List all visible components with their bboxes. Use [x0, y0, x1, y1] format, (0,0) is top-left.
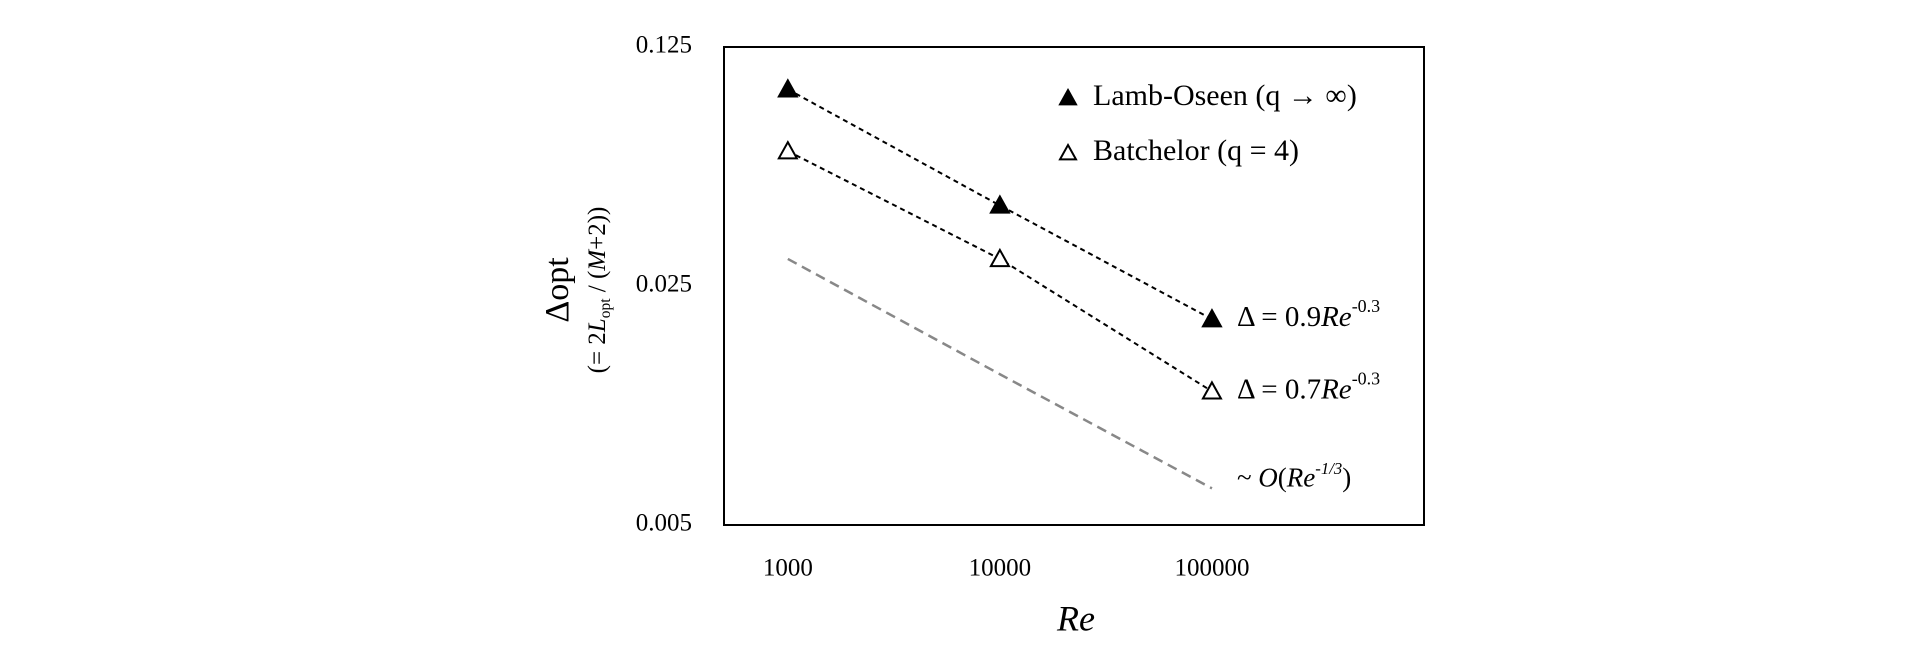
fit-label: ~ O(Re-1/3)	[1237, 459, 1351, 493]
plot-frame	[723, 46, 1425, 526]
label-part: (	[1278, 463, 1287, 493]
x-tick-label: 100000	[1174, 555, 1249, 582]
data-point	[777, 78, 799, 98]
label-part: Δ = 0.9	[1237, 301, 1321, 333]
label-part: O	[1258, 463, 1278, 493]
label-part: )	[1342, 463, 1351, 493]
data-point	[1201, 380, 1223, 400]
x-tick-label: 10000	[969, 555, 1032, 582]
y-axis-label: Δopt	[539, 257, 576, 323]
label-part: Re	[1286, 463, 1315, 493]
label-part: -1/3	[1315, 459, 1342, 478]
label-part: opt	[597, 298, 614, 319]
fit-line	[787, 150, 1213, 393]
data-point	[1201, 308, 1223, 328]
y-axis-note: (= 2Lopt / (M+2))	[584, 207, 614, 374]
y-tick-label: 0.025	[636, 271, 692, 298]
label-part: M	[584, 249, 611, 272]
label-part: Δ	[539, 301, 576, 323]
label-part: ~	[1237, 463, 1258, 493]
label-part: -0.3	[1352, 296, 1380, 316]
legend-marker	[1058, 87, 1078, 106]
label-part: L	[584, 318, 611, 333]
label-part: / (	[584, 271, 611, 299]
legend-label: Lamb-Oseen (q → ∞)	[1093, 79, 1357, 112]
fit-label: Δ = 0.7Re-0.3	[1237, 368, 1380, 405]
x-axis-label: Re	[1056, 598, 1095, 638]
y-tick-label: 0.005	[636, 510, 692, 537]
data-point	[777, 140, 799, 160]
label-part: Re	[1320, 301, 1352, 333]
label-part: Δ = 0.7	[1237, 373, 1321, 405]
label-part: Re	[1320, 373, 1352, 405]
label-part: +2))	[584, 207, 611, 250]
y-tick-label: 0.125	[636, 32, 692, 59]
legend-marker	[1058, 142, 1078, 161]
x-tick-label: 1000	[763, 555, 813, 582]
fit-label: Δ = 0.9Re-0.3	[1237, 296, 1380, 333]
data-point	[989, 247, 1011, 268]
fit-line	[787, 257, 1213, 490]
label-part: opt	[539, 257, 576, 301]
legend-label: Batchelor (q = 4)	[1093, 134, 1299, 167]
data-point	[989, 194, 1011, 214]
label-part: -0.3	[1352, 368, 1380, 388]
label-part: (= 2	[584, 332, 611, 373]
